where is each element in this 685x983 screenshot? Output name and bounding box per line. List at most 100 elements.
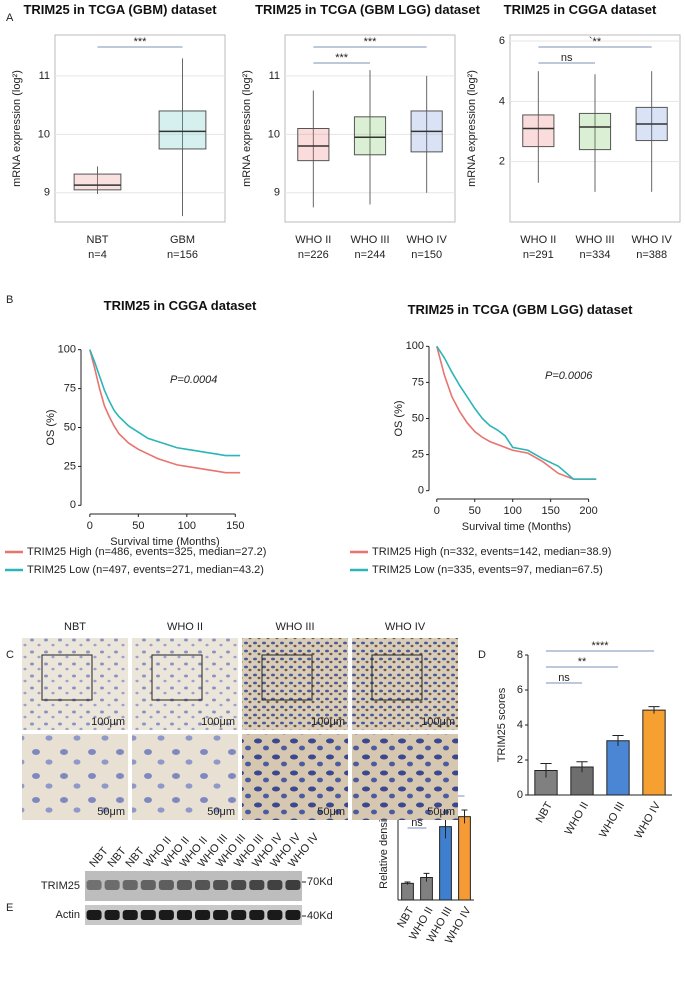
p-value: P=0.0004: [170, 374, 217, 386]
sample-size: n=244: [355, 249, 386, 261]
significance-label: ***: [335, 52, 349, 64]
y-tick-label: 9: [44, 187, 50, 199]
x-axis-label: Survival time (Months): [462, 521, 571, 533]
y-tick-label: 9: [274, 187, 280, 199]
error-bar: [461, 809, 468, 824]
x-tick-label: GBM: [170, 234, 195, 246]
band: [249, 880, 265, 890]
y-axis-label: TRIM25 scores: [496, 687, 508, 762]
scale-bar-label: 100μm: [91, 716, 125, 728]
zoom-box: [151, 654, 203, 701]
legend-label: TRIM25 High (n=332, events=142, median=3…: [372, 546, 611, 558]
y-axis-label: Relative density: [378, 811, 390, 889]
band: [86, 880, 102, 890]
chart-title: TRIM25 in CGGA dataset: [503, 2, 657, 17]
lane-label: NBT: [87, 845, 111, 870]
scale-bar-label: 100μm: [311, 716, 345, 728]
lane-label: NBT: [105, 845, 129, 870]
y-tick-label: 8: [517, 649, 523, 661]
y-tick-label: 0: [70, 499, 76, 511]
y-tick-label: 4: [499, 95, 505, 107]
x-axis-label: Survival time (Months): [110, 536, 219, 548]
y-tick-label: 2: [499, 156, 505, 168]
micrograph-low: [132, 638, 238, 730]
x-tick-label: 200: [579, 505, 597, 517]
scale-bar-label: 50μm: [207, 806, 235, 818]
y-tick-label: 11: [269, 70, 280, 82]
panel-label: C: [6, 649, 14, 661]
y-tick-label: 0: [517, 789, 523, 801]
legend-label: TRIM25 Low (n=497, events=271, median=43…: [27, 564, 264, 576]
row-label: TRIM25: [41, 880, 80, 892]
panel-label: E: [6, 902, 13, 914]
y-axis-label: mRNA expression (log²): [241, 70, 253, 187]
error-bar: [404, 881, 411, 885]
legend-label: TRIM25 High (n=486, events=325, median=2…: [27, 546, 266, 558]
plot-frame: [54, 34, 226, 223]
y-tick-label: 2: [517, 754, 523, 766]
y-tick-label: 10: [268, 128, 280, 140]
x-tick-label: 50: [132, 520, 144, 532]
error-bar: [576, 761, 588, 773]
sample-size: n=388: [636, 249, 667, 261]
band: [285, 880, 301, 890]
micrograph-high: [242, 734, 348, 820]
blot-row: [85, 905, 302, 925]
y-tick-label: 0: [418, 485, 424, 497]
x-tick-label: 100: [504, 505, 522, 517]
y-tick-label: 11: [39, 70, 50, 82]
band: [213, 910, 229, 920]
chart-title: TRIM25 in TCGA (GBM LGG) dataset: [407, 302, 633, 317]
box: [578, 112, 612, 151]
y-tick-label: 6: [499, 35, 505, 47]
y-tick-label: 10: [38, 128, 50, 140]
lane-label: NBT: [124, 845, 148, 870]
x-tick-label: 50: [469, 505, 481, 517]
box: [158, 110, 207, 150]
legend-label: TRIM25 Low (n=335, events=97, median=67.…: [372, 564, 603, 576]
x-tick-label: WHO IV: [633, 799, 664, 841]
band: [122, 880, 138, 890]
box: [73, 173, 122, 191]
panel-label: B: [6, 294, 13, 306]
chart-title: TRIM25 in TCGA (GBM) dataset: [23, 2, 217, 17]
bar: [642, 709, 666, 796]
y-tick-label: 50: [64, 421, 76, 433]
chart-title-box: TRIM25 in TCGA (GBM LGG) dataset: [255, 2, 480, 17]
significance-label: ns: [561, 52, 573, 64]
x-tick-label: 0: [87, 520, 93, 532]
significance-label: ****: [591, 640, 609, 652]
x-tick-label: 150: [541, 505, 559, 517]
zoom-box: [261, 654, 313, 701]
survival-curve: [89, 349, 241, 474]
x-tick-label: WHO II: [563, 800, 591, 837]
sample-size: n=226: [298, 249, 329, 261]
micrograph-low: [352, 638, 458, 730]
x-tick-label: WHO III: [597, 800, 627, 840]
band: [104, 910, 120, 920]
band: [140, 910, 156, 920]
x-tick-label: WHO IV: [406, 234, 447, 246]
y-tick-label: 50: [412, 412, 424, 424]
error-bar: [648, 706, 660, 714]
significance-label: `**: [589, 36, 602, 48]
x-tick-label: 100: [178, 520, 196, 532]
y-axis-label: OS (%): [393, 400, 405, 436]
y-axis-label: mRNA expression (log²): [11, 70, 23, 187]
micrograph-low: [242, 638, 348, 730]
scale-bar-label: 50μm: [317, 806, 345, 818]
error-bar: [612, 735, 624, 746]
significance-label: ***: [134, 36, 148, 48]
x-tick-label: WHO IV: [631, 234, 672, 246]
scale-bar-label: 100μm: [201, 716, 235, 728]
box: [522, 114, 555, 148]
x-tick-label: WHO III: [350, 234, 389, 246]
micrograph-high: [352, 734, 458, 820]
band: [176, 880, 192, 890]
band: [158, 910, 174, 920]
survival-curve: [436, 345, 597, 480]
significance-label: **: [578, 656, 587, 668]
band: [195, 910, 211, 920]
